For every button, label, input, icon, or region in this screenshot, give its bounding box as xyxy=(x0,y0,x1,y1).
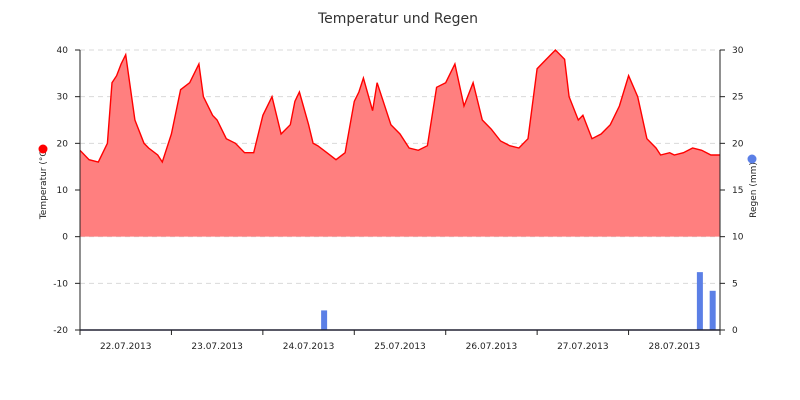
chart-title: Temperatur und Regen xyxy=(317,11,478,27)
y-right-tick-label: 30 xyxy=(732,46,744,56)
x-tick-label: 28.07.2013 xyxy=(649,342,701,352)
axis-layer: -20 -10 0 10 20 30 40 0 5 10 15 20 25 30 22.07.2013 23.… xyxy=(38,46,759,352)
x-tick-label: 25.07.2013 xyxy=(374,342,426,352)
temperature-line xyxy=(79,49,720,164)
temperature-legend-marker xyxy=(38,144,48,154)
y-right-tick-label: 10 xyxy=(732,233,744,243)
y-right-tick-label: 20 xyxy=(732,139,744,149)
y-right-tick-label: 25 xyxy=(732,93,743,103)
y-left-tick-label: -10 xyxy=(53,279,68,289)
x-tick-label: 26.07.2013 xyxy=(466,342,518,352)
rain-bar xyxy=(696,272,703,330)
y-left-tick-label: 30 xyxy=(57,93,69,103)
data-layer xyxy=(79,49,720,330)
y-left-tick-label: 0 xyxy=(62,233,68,243)
x-tick-label: 22.07.2013 xyxy=(100,342,152,352)
temperature-area xyxy=(80,50,720,237)
rain-bar xyxy=(321,310,328,330)
y-right-tick-label: 5 xyxy=(732,279,738,289)
y-left-tick-label: 40 xyxy=(57,46,69,56)
y-left-tick-label: 10 xyxy=(57,186,69,196)
y-right-axis-title: Regen (mm) xyxy=(749,162,759,218)
x-tick-label: 23.07.2013 xyxy=(191,342,243,352)
y-left-tick-label: 20 xyxy=(57,139,69,149)
rain-bar xyxy=(709,290,716,330)
y-left-axis-title: Temperatur (°C) xyxy=(39,147,49,220)
rain-legend-marker xyxy=(747,154,757,164)
y-right-tick-label: 0 xyxy=(732,326,738,336)
y-left-tick-label: -20 xyxy=(53,326,68,336)
y-right-tick-label: 15 xyxy=(732,186,743,196)
x-tick-label: 27.07.2013 xyxy=(557,342,609,352)
x-tick-label: 24.07.2013 xyxy=(283,342,335,352)
